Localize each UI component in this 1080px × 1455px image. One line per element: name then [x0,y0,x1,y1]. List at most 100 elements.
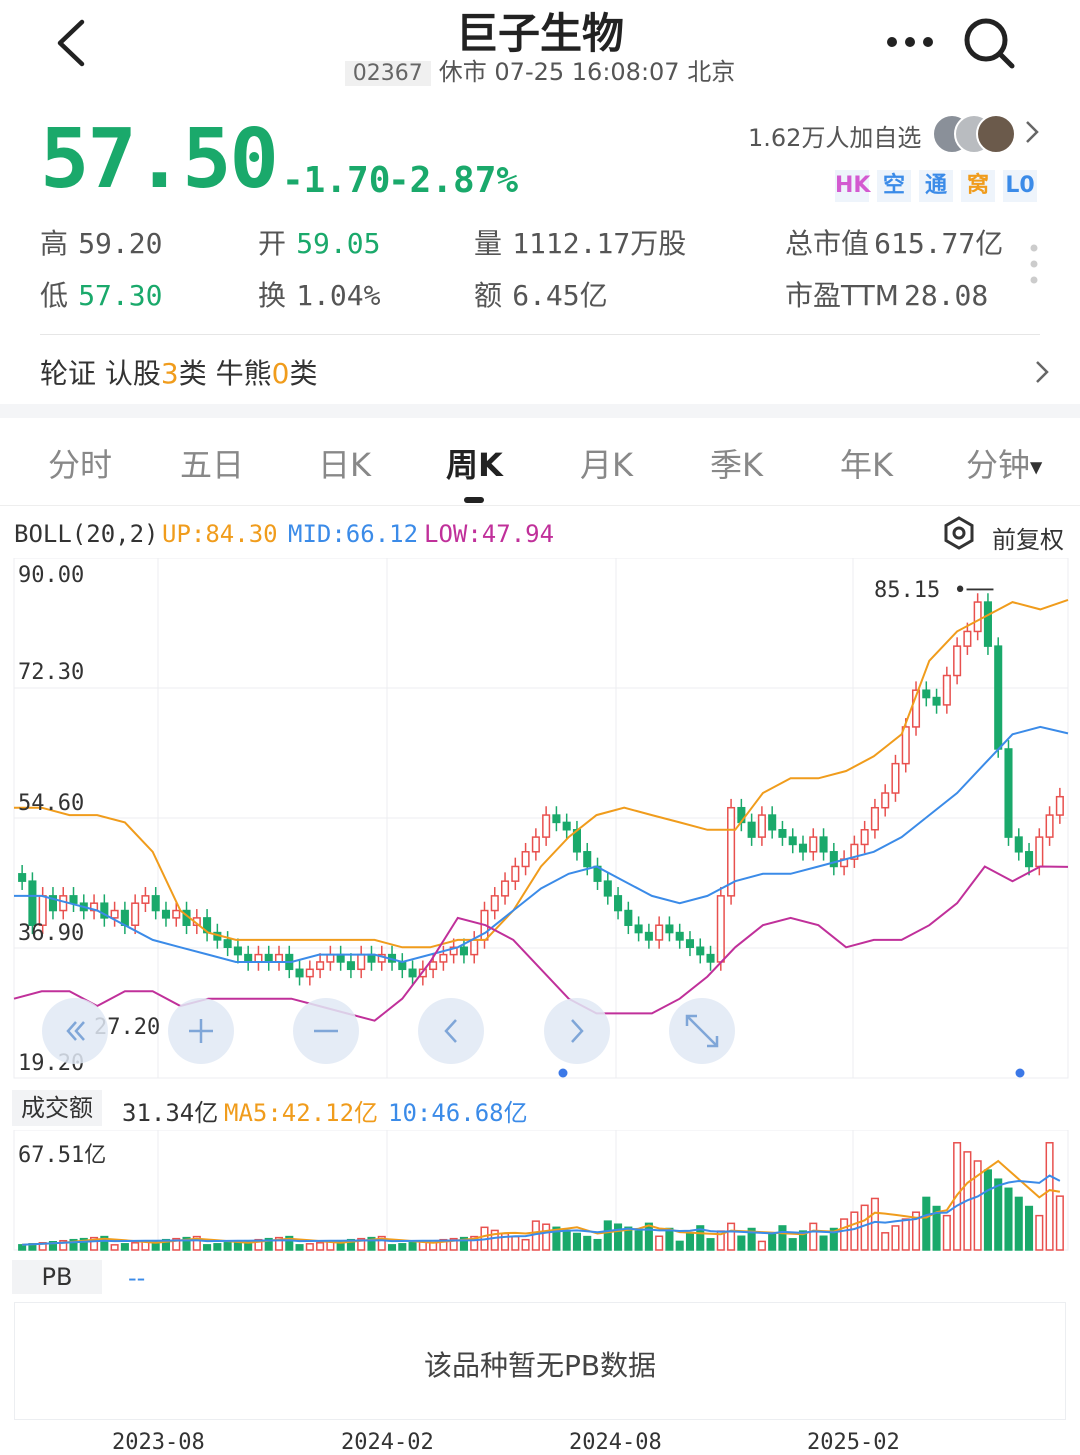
candlestick-chart[interactable] [0,558,1080,1080]
candle-body [696,946,705,956]
volume-bar [521,1238,530,1251]
x-tick-label: 2023-08 [112,1430,205,1455]
stat-high: 高 59.20 [40,227,163,260]
candle-body [768,814,777,831]
volume-bar [994,1178,1003,1251]
settings-icon[interactable] [942,516,976,550]
tab-intraday[interactable]: 分时 [48,446,113,484]
tab-weekly-k[interactable]: 周K [446,446,503,484]
stat-open: 开 59.05 [258,227,381,260]
candle-body [727,806,736,897]
candle-body [870,806,879,831]
market-status: 休市 07-25 16:08:07 北京 [438,58,736,86]
volume-bar [798,1230,808,1251]
volume-bar [737,1235,746,1251]
page-dot [558,1068,568,1078]
volume-bar [120,1243,129,1251]
scroll-right-button[interactable] [544,998,610,1064]
candle-body [172,909,181,919]
adjust-mode[interactable]: 前复权 [992,526,1064,554]
candle-body [655,924,664,941]
volume-bar [1035,1214,1044,1251]
tab-yearly-k[interactable]: 年K [840,446,893,484]
volume-bar [367,1236,376,1251]
scroll-left-button[interactable] [418,998,484,1064]
volume-bar [38,1242,47,1251]
volume-bar [110,1244,119,1251]
volume-bar [932,1205,941,1251]
candle-body [798,843,808,853]
indicator-name[interactable]: BOLL(20,2) [14,520,159,548]
tag-short: 空 [877,170,911,202]
stat-turnover: 换 1.04% [258,279,381,312]
volume-bar [891,1225,900,1251]
volume-bar [459,1236,468,1251]
volume-bar [572,1232,581,1251]
fullscreen-button[interactable] [669,998,735,1064]
boll-up-line [14,598,1069,949]
volume-bar [203,1244,212,1251]
candle-body [644,931,653,941]
volume-bar [357,1237,366,1251]
chevron-right-icon [1034,358,1050,393]
zoom-out-button[interactable] [293,998,359,1064]
volume-bar [706,1238,715,1251]
warrants-row[interactable]: 轮证 认股3类 牛熊0类 [40,352,1050,392]
tab-monthly-k[interactable]: 月K [580,446,633,484]
volume-ma10: 10:46.68亿 [388,1099,528,1127]
y-tick-label: 36.90 [18,921,85,946]
tab-minute[interactable]: 分钟▼ [966,440,1042,486]
candle-body [326,953,335,963]
dropdown-arrow-icon: ▼ [1030,457,1043,477]
volume-bar [100,1235,109,1251]
candle-body [932,696,941,706]
vertical-more-icon[interactable] [1028,242,1040,286]
candle-body [1014,836,1023,853]
candle-body [829,851,838,868]
tab-quarterly-k[interactable]: 季K [710,446,763,484]
tag-l0: L0 [1003,170,1037,202]
candle-body [18,873,27,882]
volume-bar [922,1196,931,1251]
volume-bar [655,1235,664,1251]
volume-name: 成交额 [21,1094,93,1122]
tab-daily-k[interactable]: 日K [318,446,371,484]
zoom-in-button[interactable] [168,998,234,1064]
volume-bar [624,1226,633,1251]
volume-bar [398,1243,407,1251]
volume-label-box[interactable]: 成交额 [12,1090,102,1126]
back-icon[interactable] [52,18,92,68]
rewind-button[interactable] [42,998,108,1064]
candle-body [901,726,910,765]
volume-bar [634,1230,643,1251]
volume-max-label: 67.51亿 [18,1143,107,1168]
candle-body [552,814,561,824]
candle-body [131,902,140,926]
volume-bar [295,1244,304,1251]
y-tick-label: 72.30 [18,660,85,685]
pb-label-box[interactable]: PB [12,1260,102,1294]
tab-five-day[interactable]: 五日 [180,446,245,484]
warrants-bull-count: 0 [271,357,290,390]
volume-bar [1055,1195,1064,1251]
volume-bar [213,1243,222,1251]
candle-body [346,961,355,971]
candle-body [747,821,756,838]
volume-bar [223,1242,232,1251]
candle-body [274,953,284,963]
volume-bar [881,1232,890,1251]
stock-name: 巨子生物 [455,9,624,58]
volume-bar [983,1169,992,1251]
volume-bar [542,1223,551,1251]
tag-wo: 窝 [961,170,995,202]
candle-body [223,939,232,949]
x-tick-label: 2024-08 [569,1430,662,1455]
followers-row[interactable]: 1.62万人加自选 [748,114,1048,154]
search-icon[interactable] [962,16,1016,70]
more-icon[interactable] [886,34,934,50]
candle-body [439,953,448,963]
candle-body [675,931,684,941]
candle-body [983,601,992,647]
volume-chart[interactable] [0,1130,1080,1252]
candle-body [963,630,972,647]
